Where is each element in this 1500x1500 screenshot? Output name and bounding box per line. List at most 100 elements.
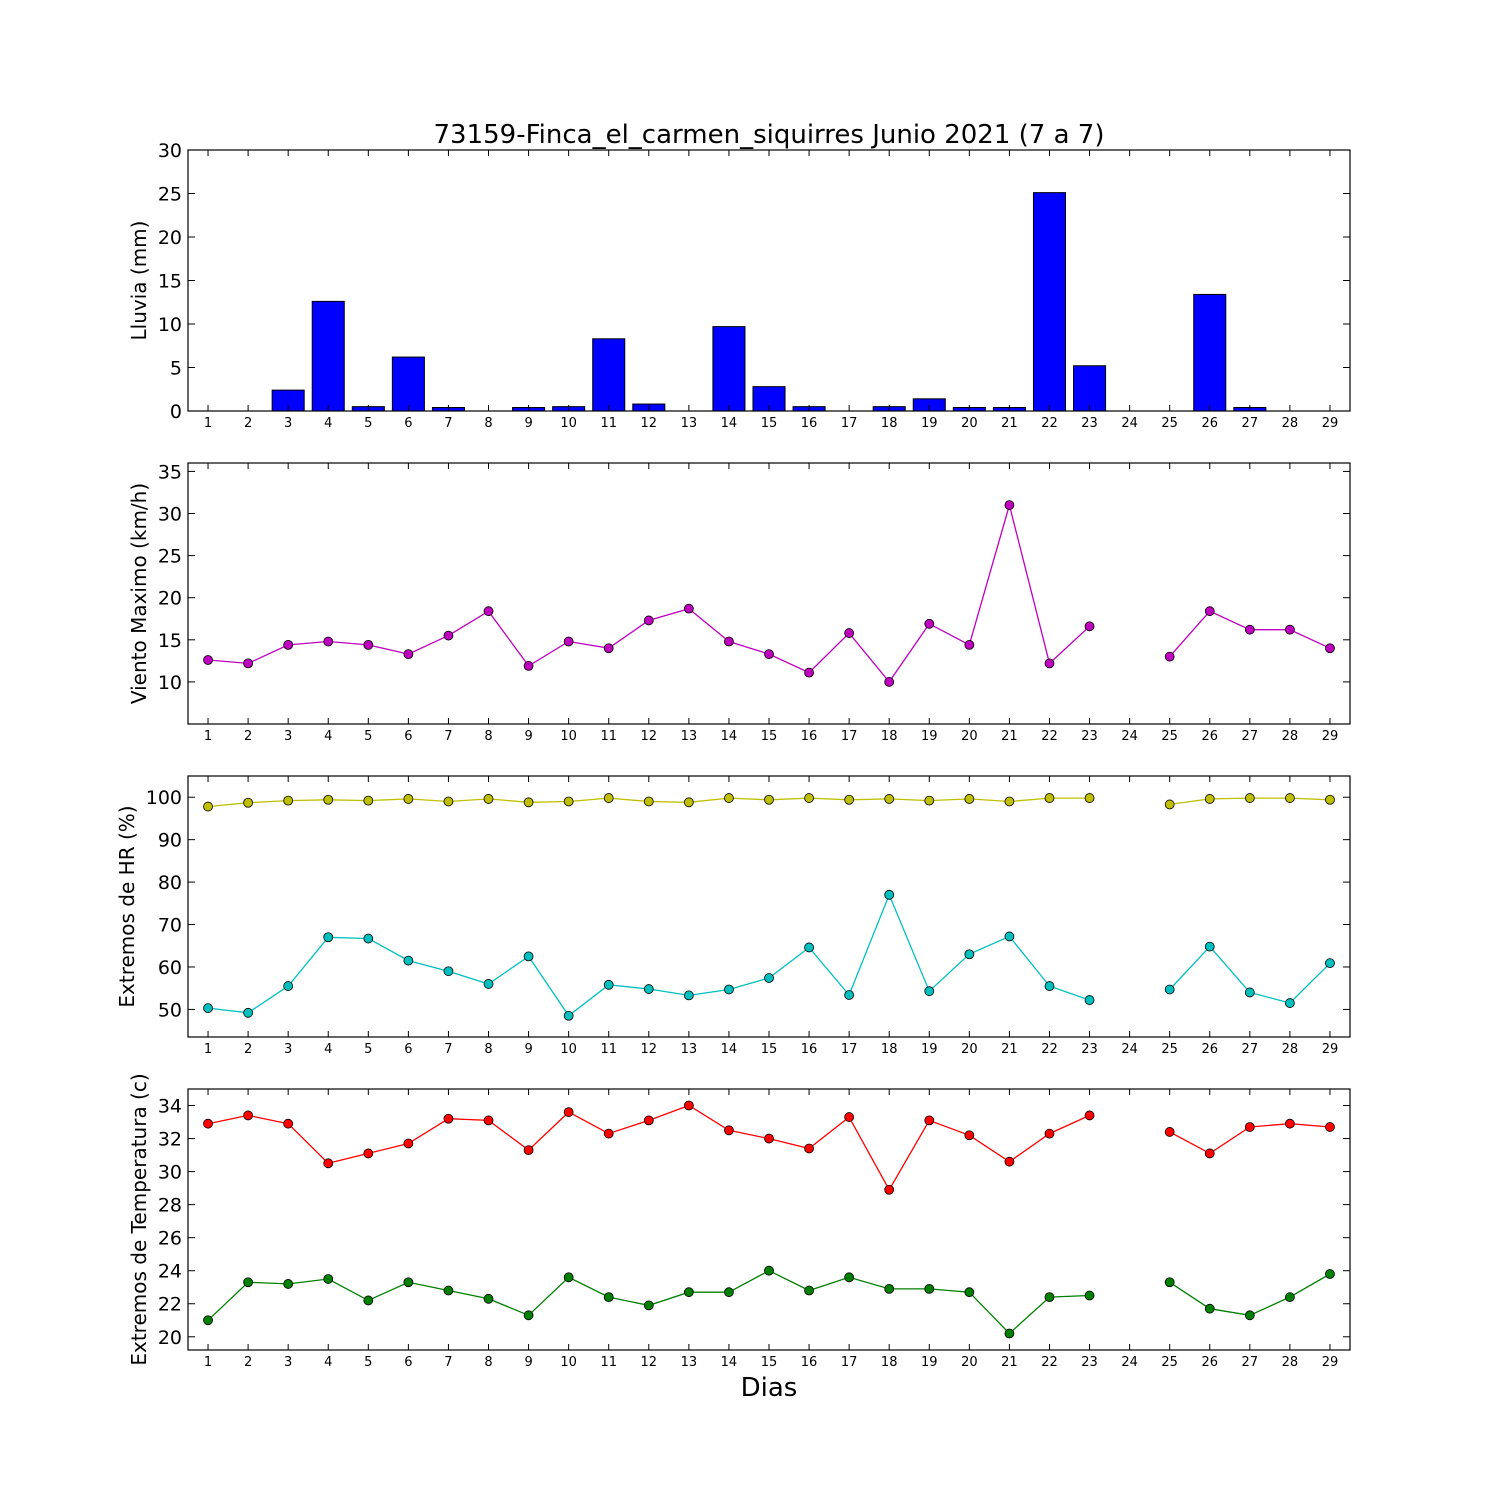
x-tick-label: 25 — [1161, 1042, 1178, 1057]
x-tick-label: 12 — [641, 416, 658, 431]
y-tick-label: 22 — [158, 1294, 182, 1316]
point-series-2-day-5 — [363, 933, 374, 944]
point-series-2-day-16 — [804, 1285, 814, 1296]
point-series-1-day-21 — [1004, 1156, 1015, 1167]
y-tick-label: 35 — [158, 461, 182, 483]
point-series-1-day-6 — [403, 649, 414, 660]
point-series-1-day-12 — [643, 1115, 654, 1126]
x-tick-label: 21 — [1001, 1355, 1018, 1370]
y-tick-label: 15 — [158, 271, 182, 293]
point-series-2-day-7 — [443, 966, 454, 977]
point-series-1-day-20 — [964, 1130, 975, 1141]
point-series-1-day-4 — [323, 636, 334, 647]
point-series-1-day-13 — [683, 797, 694, 808]
x-tick-label: 28 — [1282, 1355, 1299, 1370]
point-series-1-day-28 — [1284, 624, 1295, 635]
x-tick-label: 10 — [560, 729, 577, 744]
x-tick-label: 28 — [1282, 1042, 1299, 1057]
x-tick-label: 7 — [444, 416, 452, 431]
y-axis-label: Extremos de HR (%) — [115, 805, 139, 1007]
x-tick-label: 5 — [364, 1042, 372, 1057]
point-series-1-day-25 — [1164, 651, 1175, 662]
x-tick-label: 22 — [1041, 1042, 1058, 1057]
point-series-2-day-3 — [283, 981, 294, 991]
x-tick-label: 26 — [1201, 416, 1218, 431]
point-series-1-day-25 — [1164, 1127, 1175, 1137]
point-series-2-day-14 — [724, 1287, 734, 1298]
y-tick-label: 70 — [158, 915, 182, 937]
x-tick-label: 16 — [801, 416, 818, 431]
point-series-2-day-2 — [243, 1007, 254, 1018]
point-series-2-day-7 — [443, 1285, 454, 1296]
y-tick-label: 10 — [158, 314, 182, 336]
axes-frame — [187, 1088, 1351, 1351]
x-tick-label: 23 — [1081, 1355, 1098, 1370]
point-series-1-day-12 — [643, 615, 654, 626]
point-series-2-day-15 — [764, 973, 774, 983]
x-tick-label: 1 — [204, 1042, 212, 1057]
point-series-1-day-23 — [1084, 793, 1095, 803]
point-series-2-day-20 — [964, 1287, 975, 1298]
point-series-2-day-26 — [1204, 1303, 1215, 1314]
point-series-1-day-16 — [804, 1143, 814, 1154]
axes-frame — [187, 462, 1351, 725]
point-series-1-day-23 — [1084, 1110, 1095, 1121]
point-series-1-day-27 — [1244, 1122, 1255, 1132]
bar-day-11 — [592, 338, 626, 412]
point-series-1-day-11 — [603, 643, 614, 654]
point-series-1-day-6 — [403, 1138, 414, 1149]
point-series-1-day-23 — [1084, 621, 1095, 632]
y-tick-label: 30 — [158, 504, 182, 526]
x-tick-label: 19 — [921, 1042, 938, 1057]
x-tick-label: 20 — [961, 729, 978, 744]
point-series-1-day-18 — [884, 677, 895, 687]
point-series-2-day-6 — [403, 1277, 414, 1288]
point-series-2-day-25 — [1164, 984, 1175, 995]
x-tick-label: 27 — [1242, 416, 1259, 431]
point-series-1-day-26 — [1204, 1148, 1215, 1159]
x-tick-label: 27 — [1242, 1355, 1259, 1370]
x-tick-label: 23 — [1081, 1042, 1098, 1057]
point-series-1-day-9 — [523, 661, 534, 671]
x-tick-label: 8 — [484, 1042, 492, 1057]
point-series-1-day-14 — [724, 793, 734, 803]
y-tick-label: 26 — [158, 1228, 182, 1250]
x-tick-label: 17 — [841, 729, 858, 744]
x-tick-label: 1 — [204, 729, 212, 744]
point-series-2-day-19 — [924, 986, 935, 997]
x-tick-label: 4 — [324, 1042, 332, 1057]
point-series-1-day-28 — [1284, 1118, 1295, 1129]
x-tick-label: 27 — [1242, 1042, 1259, 1057]
x-tick-label: 24 — [1121, 1355, 1138, 1370]
x-tick-label: 2 — [244, 1355, 252, 1370]
point-series-1-day-18 — [884, 794, 895, 804]
point-series-2-day-8 — [483, 1293, 494, 1304]
x-tick-label: 14 — [721, 416, 738, 431]
point-series-2-day-13 — [683, 990, 694, 1001]
point-series-1-day-10 — [563, 636, 574, 647]
point-series-1-day-20 — [964, 639, 975, 650]
x-tick-label: 20 — [961, 416, 978, 431]
x-tick-label: 4 — [324, 416, 332, 431]
x-tick-label: 19 — [921, 416, 938, 431]
axes-frame — [187, 149, 1351, 412]
x-tick-label: 12 — [641, 729, 658, 744]
y-tick-label: 5 — [170, 358, 182, 380]
x-tick-label: 9 — [524, 729, 532, 744]
point-series-2-day-17 — [844, 1272, 855, 1283]
point-series-2-day-29 — [1325, 1269, 1335, 1279]
x-tick-label: 16 — [801, 1042, 818, 1057]
y-tick-label: 60 — [158, 957, 182, 979]
point-series-1-day-29 — [1325, 1122, 1335, 1132]
y-tick-label: 100 — [146, 787, 182, 809]
point-series-2-day-18 — [884, 1283, 895, 1294]
x-tick-label: 17 — [841, 416, 858, 431]
y-tick-label: 20 — [158, 1327, 182, 1349]
point-series-2-day-10 — [563, 1272, 574, 1283]
x-tick-label: 2 — [244, 416, 252, 431]
y-tick-label: 25 — [158, 546, 182, 568]
point-series-1-day-14 — [724, 636, 734, 647]
point-series-1-day-8 — [483, 606, 494, 617]
point-series-1-day-2 — [243, 797, 254, 808]
